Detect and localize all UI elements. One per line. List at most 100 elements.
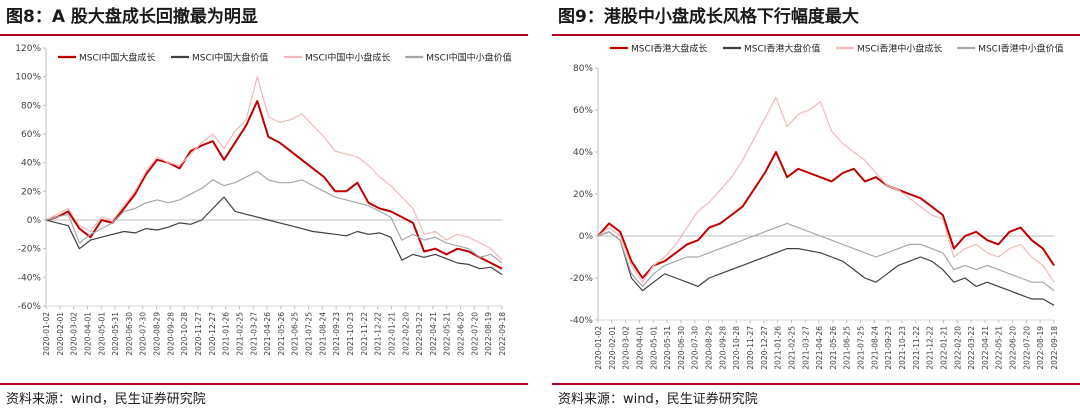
x-tick-label: 2022-03-22 xyxy=(415,312,424,356)
figure-9-panel: 图9：港股中小盘成长风格下行幅度最大 -40% -20% 0% 20% 40% 60% 80… xyxy=(552,0,1080,410)
x-tick-label: 2021-04-26 xyxy=(263,312,272,356)
series-line-0 xyxy=(45,100,503,270)
x-tick-label: 2022-04-21 xyxy=(981,326,990,370)
x-tick-label: 2021-03-27 xyxy=(801,326,810,370)
y-tick-label: 80% xyxy=(573,64,593,74)
y-tick-label: 20% xyxy=(573,190,593,200)
x-tick-label: 2021-09-23 xyxy=(332,312,341,356)
x-tick-label: 2021-05-26 xyxy=(277,312,286,356)
x-tick-label: 2020-08-29 xyxy=(705,326,714,370)
x-tick-label: 2022-05-21 xyxy=(443,312,452,356)
x-tick-label: 2021-08-24 xyxy=(870,326,879,370)
figure-title: 图9：港股中小盘成长风格下行幅度最大 xyxy=(558,7,859,27)
y-tick-label: 0% xyxy=(27,216,42,226)
x-tick-label: 2022-06-20 xyxy=(457,312,466,356)
x-tick-label: 2021-12-22 xyxy=(374,312,383,356)
x-tick-label: 2021-07-25 xyxy=(305,312,314,356)
legend-label: MSCI香港中小盘价值 xyxy=(978,43,1063,55)
y-tick-label: -40% xyxy=(18,273,42,283)
y-tick-label: 120% xyxy=(15,44,41,54)
x-tick-label: 2020-05-31 xyxy=(663,326,672,370)
x-tick-label: 2021-05-26 xyxy=(829,326,838,370)
x-tick-label: 2021-08-24 xyxy=(318,312,327,356)
series-line-0 xyxy=(597,151,1055,279)
legend-label: MSCI中国大盘价值 xyxy=(192,52,268,64)
x-tick-label: 2022-09-18 xyxy=(498,312,507,356)
title-rule xyxy=(552,34,1080,36)
x-tick-label: 2020-02-01 xyxy=(608,326,617,370)
x-tick-label: 2020-02-01 xyxy=(56,312,65,356)
y-tick-label: 80% xyxy=(21,101,41,111)
y-tick-label: -60% xyxy=(18,302,42,312)
x-tick-label: 2021-10-23 xyxy=(346,312,355,356)
x-tick-label: 2022-09-18 xyxy=(1050,326,1059,370)
x-tick-label: 2020-03-02 xyxy=(70,312,79,356)
chart-figure-8: -60% -40% -20% 0% 20% 40% 60% 80% 100% 120% 2020-0… xyxy=(15,44,511,356)
x-tick-label: 2021-07-25 xyxy=(857,326,866,370)
y-tick-label: 20% xyxy=(21,187,41,197)
x-tick-label: 2020-04-01 xyxy=(83,312,92,356)
series-line-2 xyxy=(45,76,503,261)
x-tick-label: 2021-06-25 xyxy=(843,326,852,370)
y-tick-label: 100% xyxy=(15,73,41,83)
series-line-3 xyxy=(597,222,1055,292)
x-tick-label: 2022-03-22 xyxy=(967,326,976,370)
x-tick-label: 2021-01-26 xyxy=(222,312,231,356)
legend-label: MSCI香港中小盘成长 xyxy=(857,43,942,55)
series-line-2 xyxy=(597,96,1055,283)
x-tick-label: 2020-06-30 xyxy=(125,312,134,356)
y-tick-label: 40% xyxy=(573,148,593,158)
title-rule xyxy=(0,34,528,36)
x-tick-label: 2020-11-27 xyxy=(746,326,755,370)
x-tick-label: 2022-08-19 xyxy=(484,312,493,356)
legend-label: MSCI香港大盘成长 xyxy=(631,43,707,55)
series-line-3 xyxy=(45,170,503,264)
x-tick-label: 2022-06-20 xyxy=(1009,326,1018,370)
x-tick-label: 2020-05-01 xyxy=(649,326,658,370)
x-tick-label: 2020-09-28 xyxy=(166,312,175,356)
x-tick-label: 2021-10-23 xyxy=(898,326,907,370)
series-line-1 xyxy=(45,196,503,276)
x-tick-label: 2022-04-21 xyxy=(429,312,438,356)
x-tick-label: 2020-06-30 xyxy=(677,326,686,370)
x-tick-label: 2020-12-27 xyxy=(760,326,769,370)
x-tick-label: 2020-03-02 xyxy=(622,326,631,370)
x-tick-label: 2020-04-01 xyxy=(635,326,644,370)
legend-label: MSCI香港大盘价值 xyxy=(744,43,820,55)
x-tick-label: 2020-09-28 xyxy=(718,326,727,370)
figure-title: 图8：A 股大盘成长回撤最为明显 xyxy=(6,7,258,27)
chart-figure-9: -40% -20% 0% 20% 40% 60% 80% 2020-01-02 2020-02-… xyxy=(570,43,1064,370)
x-tick-label: 2022-02-20 xyxy=(401,312,410,356)
x-tick-label: 2021-09-23 xyxy=(884,326,893,370)
x-tick-label: 2020-01-02 xyxy=(594,326,603,370)
legend-label: MSCI中国大盘成长 xyxy=(79,52,155,64)
figure-8-panel: 图8：A 股大盘成长回撤最为明显 -60% -40% -20% 0% 20% 40% 60%… xyxy=(0,0,528,410)
x-tick-label: 2021-11-22 xyxy=(360,312,369,356)
source-rule xyxy=(552,383,1080,385)
y-tick-label: 60% xyxy=(21,130,41,140)
x-tick-label: 2020-07-30 xyxy=(139,312,148,356)
y-tick-label: 0% xyxy=(579,232,594,242)
x-tick-label: 2020-11-27 xyxy=(194,312,203,356)
x-tick-label: 2020-01-02 xyxy=(42,312,51,356)
x-tick-label: 2020-12-27 xyxy=(208,312,217,356)
x-tick-label: 2022-01-21 xyxy=(939,326,948,370)
x-tick-label: 2022-02-20 xyxy=(953,326,962,370)
source-note: 资料来源：wind，民生证券研究院 xyxy=(6,392,206,407)
x-tick-label: 2021-11-22 xyxy=(912,326,921,370)
x-tick-label: 2020-07-30 xyxy=(691,326,700,370)
y-tick-label: 60% xyxy=(573,106,593,116)
x-tick-label: 2021-02-25 xyxy=(787,326,796,370)
x-tick-label: 2022-07-20 xyxy=(470,312,479,356)
x-tick-label: 2020-10-28 xyxy=(180,312,189,356)
source-rule xyxy=(0,383,528,385)
x-tick-label: 2021-12-22 xyxy=(926,326,935,370)
y-tick-label: -20% xyxy=(18,245,42,255)
y-tick-label: 40% xyxy=(21,159,41,169)
x-tick-label: 2020-05-01 xyxy=(97,312,106,356)
x-tick-label: 2022-05-21 xyxy=(995,326,1004,370)
x-tick-label: 2021-03-27 xyxy=(249,312,258,356)
x-tick-label: 2020-10-28 xyxy=(732,326,741,370)
x-tick-label: 2021-01-26 xyxy=(774,326,783,370)
legend-label: MSCI中国中小盘价值 xyxy=(426,52,511,64)
